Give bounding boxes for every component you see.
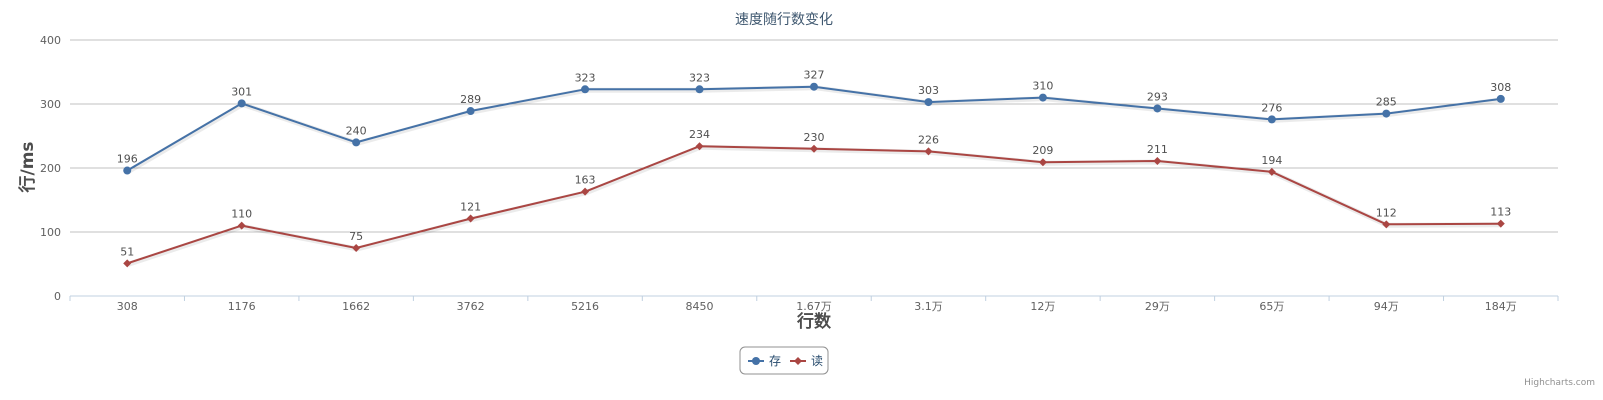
- data-label: 285: [1376, 96, 1397, 109]
- data-label: 112: [1376, 206, 1397, 219]
- data-label: 289: [460, 93, 481, 106]
- data-label: 75: [349, 230, 363, 243]
- data-label: 196: [117, 153, 138, 166]
- data-label: 110: [231, 208, 252, 221]
- data-point-marker: [581, 187, 590, 196]
- x-tick-label: 1.67万: [796, 300, 832, 313]
- data-point-marker: [695, 142, 704, 151]
- x-tick-label: 94万: [1374, 300, 1399, 313]
- x-tick-label: 1176: [228, 300, 256, 313]
- y-axis-title: 行/ms: [17, 141, 38, 193]
- data-point-marker: [352, 138, 361, 147]
- chart-title: 速度随行数变化: [735, 12, 833, 28]
- data-point-marker: [1382, 220, 1391, 229]
- data-label: 230: [804, 131, 825, 144]
- data-point-marker: [237, 221, 246, 230]
- y-tick-label: 300: [40, 98, 61, 111]
- legend-item-2[interactable]: 读: [790, 354, 823, 368]
- x-tick-label: 8450: [686, 300, 714, 313]
- data-label: 327: [804, 69, 825, 82]
- x-tick-label: 3762: [457, 300, 485, 313]
- x-tick-label: 1662: [342, 300, 370, 313]
- data-point-marker: [352, 244, 361, 252]
- data-label: 276: [1261, 101, 1282, 114]
- data-point-marker: [810, 144, 818, 153]
- x-axis-title: 行数: [796, 311, 832, 332]
- series-shadow-1: [126, 85, 1503, 174]
- data-point-marker: [924, 147, 933, 156]
- series-line-1: [126, 85, 1501, 172]
- data-point-marker: [466, 214, 475, 223]
- data-point-marker: [1038, 93, 1047, 102]
- data-point-marker: [1496, 219, 1505, 228]
- data-label: 163: [575, 174, 596, 187]
- data-label: 226: [918, 133, 939, 146]
- data-point-marker: [1038, 158, 1047, 167]
- legend-box: [739, 346, 829, 375]
- data-point-marker: [237, 99, 246, 108]
- data-point-marker: [581, 85, 590, 94]
- data-point-marker: [924, 98, 933, 107]
- data-label: 194: [1261, 154, 1282, 167]
- y-tick-label: 0: [54, 290, 61, 303]
- y-tick-label: 200: [40, 162, 61, 175]
- x-tick-label: 3.1万: [914, 300, 943, 313]
- data-point-marker: [1267, 167, 1276, 176]
- x-tick-label: 12万: [1030, 300, 1055, 313]
- legend-label: 读: [811, 354, 823, 368]
- x-tick-label: 65万: [1259, 300, 1284, 313]
- data-label: 303: [918, 84, 939, 97]
- data-label: 121: [460, 201, 481, 214]
- x-tick-label: 308: [117, 300, 138, 313]
- data-point-marker: [695, 85, 704, 94]
- data-label: 301: [231, 85, 252, 98]
- credits-link[interactable]: Highcharts.com: [1524, 378, 1595, 388]
- axes: 0 100 200 300 400 308 1176 1662 3762 5216 8450 1.67…: [40, 34, 1559, 313]
- data-label: 310: [1032, 80, 1053, 93]
- data-label: 323: [575, 71, 596, 84]
- data-label: 308: [1490, 81, 1511, 94]
- y-tick-label: 400: [40, 34, 61, 47]
- x-tick-label: 29万: [1145, 300, 1170, 313]
- data-point-marker: [123, 166, 132, 175]
- data-point-marker: [1153, 104, 1162, 113]
- data-label: 209: [1032, 144, 1053, 157]
- legend[interactable]: 存读: [739, 346, 829, 375]
- data-label: 113: [1490, 206, 1511, 219]
- data-labels: 196 301 240 289 323 323 327 303 310 293 276 285 308 5…: [117, 69, 1512, 259]
- data-point-marker: [1382, 109, 1391, 118]
- legend-marker: [752, 357, 760, 365]
- data-point-marker: [1496, 94, 1505, 103]
- data-point-marker: [1267, 115, 1276, 124]
- data-label: 240: [346, 124, 367, 137]
- data-label: 234: [689, 128, 710, 141]
- data-label: 51: [120, 245, 134, 258]
- data-label: 211: [1147, 143, 1168, 156]
- data-point-marker: [466, 107, 475, 116]
- series-shadow-2: [127, 144, 1502, 267]
- data-point-marker: [123, 259, 132, 268]
- gridlines: [70, 39, 1558, 233]
- series-layer: [123, 82, 1505, 268]
- legend-item-1[interactable]: 存: [748, 354, 781, 368]
- data-point-marker: [1153, 156, 1162, 165]
- legend-marker: [794, 357, 802, 365]
- x-tick-label: 184万: [1485, 300, 1517, 313]
- data-point-marker: [810, 82, 818, 91]
- data-label: 323: [689, 71, 710, 84]
- y-tick-label: 100: [40, 226, 61, 239]
- legend-label: 存: [769, 354, 781, 368]
- data-label: 293: [1147, 90, 1168, 103]
- x-tick-label: 5216: [571, 300, 599, 313]
